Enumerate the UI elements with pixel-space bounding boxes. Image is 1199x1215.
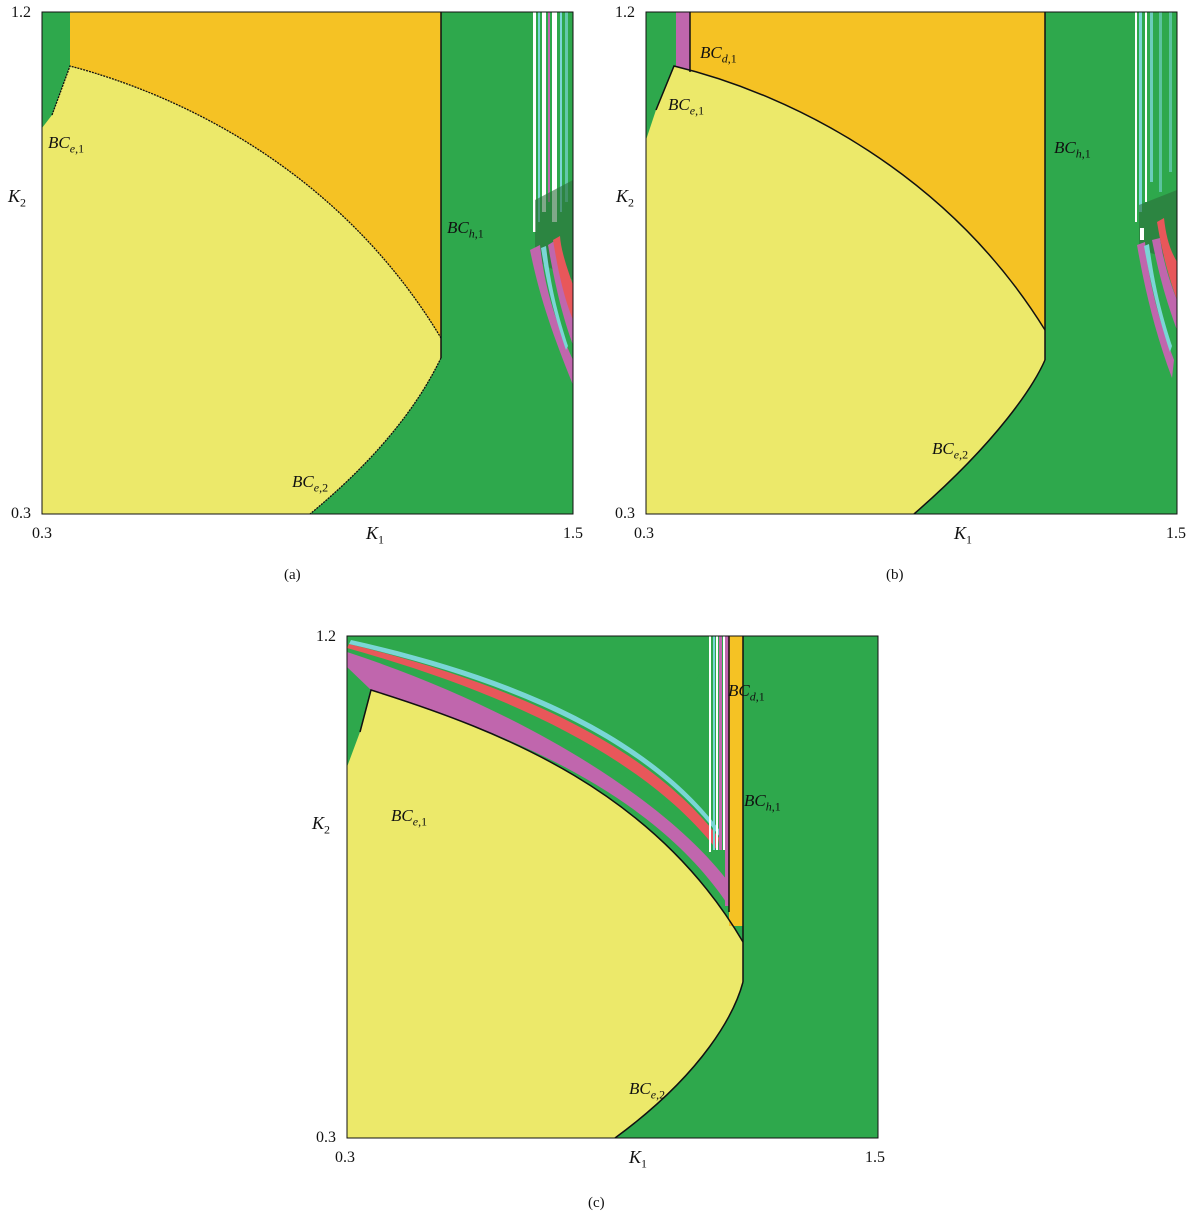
plot-area-c (346, 635, 879, 1139)
boundary-bc-e1 (655, 65, 1046, 331)
x-tick-right: 1.5 (865, 1149, 885, 1166)
plot-frame (645, 11, 1178, 515)
chaos-strip (560, 12, 562, 212)
plot-area-a (41, 11, 574, 515)
chaos-strip (533, 12, 536, 232)
boundary-bc-e1 (359, 689, 744, 943)
region-orange (729, 636, 743, 926)
x-axis-label: K1 (629, 1147, 648, 1171)
region-magenta (347, 652, 730, 908)
x-axis-label: K1 (954, 523, 973, 547)
annotation-bc-e2: BCe,2 (629, 1079, 666, 1102)
x-tick-right: 1.5 (1166, 525, 1186, 542)
region-yellow (42, 66, 441, 514)
chaos-strip (713, 636, 715, 850)
plot-frame (346, 635, 879, 1139)
boundary-bc-e1 (51, 65, 442, 339)
chaos-white-patch (1140, 228, 1144, 240)
annotation-bc-e1: BCe,1 (48, 133, 85, 156)
y-tick-top: 1.2 (11, 4, 31, 21)
x-tick-right: 1.5 (563, 525, 583, 542)
x-tick-left: 0.3 (634, 525, 654, 542)
y-tick-top: 1.2 (316, 628, 336, 645)
annotation-bc-d1: BCd,1 (700, 43, 737, 66)
chaos-strip (538, 12, 540, 222)
region-magenta (1137, 242, 1174, 378)
boundary-bc-e2 (913, 359, 1046, 515)
region-red (553, 236, 573, 320)
chaos-strip (1169, 12, 1172, 172)
chaos-strip (1150, 12, 1153, 182)
y-tick-bottom: 0.3 (316, 1129, 336, 1146)
annotation-bc-e1: BCe,1 (668, 95, 705, 118)
chaos-strip (1135, 12, 1137, 222)
annotation-bc-h1: BCh,1 (744, 791, 781, 814)
plot-area-b (645, 11, 1178, 515)
x-axis-label: K1 (366, 523, 385, 547)
region-red (1157, 218, 1177, 300)
chaos-strip (723, 636, 725, 850)
region-cyan (541, 246, 568, 350)
region-yellow (646, 66, 1045, 514)
chart-panel-b: 1.2 0.3 0.3 1.5 K2 K1 BCd,1 BCe,1 BCh,1 … (604, 0, 1199, 590)
y-axis-label: K2 (8, 186, 27, 210)
region-magenta (1152, 238, 1177, 330)
region-magenta (676, 12, 690, 72)
chaos-strip (565, 12, 568, 202)
panel-label-b: (b) (886, 567, 904, 583)
chaos-strip (548, 12, 550, 202)
chaos-strip (542, 12, 546, 212)
region-magenta (530, 245, 573, 385)
x-tick-left: 0.3 (32, 525, 52, 542)
annotation-bc-e1: BCe,1 (391, 806, 428, 829)
chaos-strip (1159, 12, 1162, 192)
annotation-bc-d1: BCd,1 (728, 681, 765, 704)
chart-panel-a: 1.2 0.3 0.3 1.5 K2 K1 BCe,1 BCh,1 BCe,2 … (0, 0, 590, 590)
region-yellow (347, 690, 743, 1138)
annotation-bc-e2: BCe,2 (932, 439, 969, 462)
panel-label-c: (c) (588, 1195, 605, 1211)
annotation-bc-h1: BCh,1 (447, 218, 484, 241)
chaos-strip (1139, 12, 1142, 212)
y-axis-label: K2 (312, 813, 331, 837)
plot-frame (41, 11, 574, 515)
chaos-strip (552, 12, 557, 222)
region-cyan (1144, 244, 1172, 352)
annotation-bc-e2: BCe,2 (292, 472, 329, 495)
boundary-bc-e2 (614, 981, 744, 1139)
panel-label-a: (a) (284, 567, 301, 583)
region-magenta (548, 240, 573, 345)
annotation-bc-h1: BCh,1 (1054, 138, 1091, 161)
boundary-bc-e2 (309, 357, 442, 515)
region-magenta (725, 636, 729, 906)
chaos-strip (709, 636, 711, 852)
chaos-strip (719, 636, 722, 850)
chaos-strip (1145, 12, 1147, 202)
x-tick-left: 0.3 (335, 1149, 355, 1166)
chart-panel-c: 1.2 0.3 0.3 1.5 K2 K1 BCd,1 BCe,1 BCh,1 … (305, 622, 905, 1212)
y-tick-top: 1.2 (615, 4, 635, 21)
y-tick-bottom: 0.3 (11, 505, 31, 522)
chaos-strip (716, 636, 718, 850)
y-tick-bottom: 0.3 (615, 505, 635, 522)
y-axis-label: K2 (616, 186, 635, 210)
